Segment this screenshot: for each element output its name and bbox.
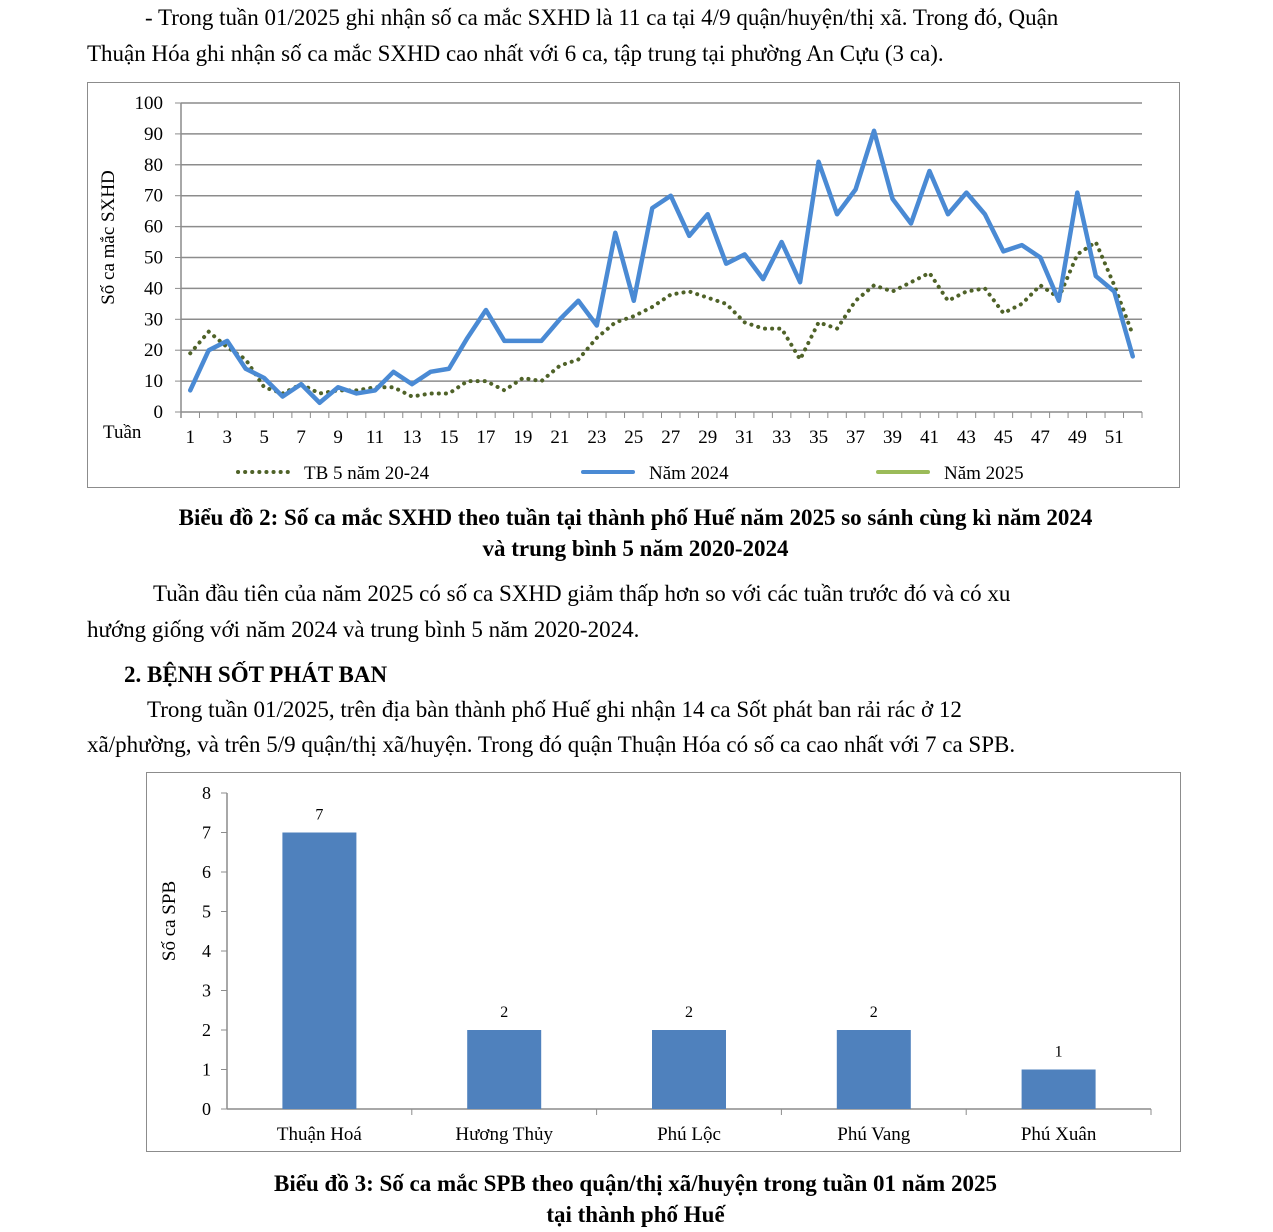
- x-tick-label: 21: [550, 427, 569, 448]
- bar-1: [467, 1030, 542, 1109]
- bar-2: [652, 1030, 726, 1109]
- para3-line2: xã/phường, và trên 5/9 quận/thị xã/huyện…: [87, 732, 1016, 757]
- y-tick-label: 8: [202, 783, 211, 803]
- section-heading: 2. BỆNH SỐT PHÁT BAN: [124, 662, 388, 687]
- x-category-label: Phú Vang: [837, 1124, 911, 1145]
- x-tick-label: 51: [1105, 427, 1124, 448]
- chart-sxhd: 0 10 20 30 40 50 60 70 80 90 100 1 3 5 7 9 11 13 15 17 19 21 2…: [87, 82, 1180, 488]
- data-label: 1: [1055, 1044, 1063, 1061]
- data-label: 7: [315, 807, 323, 824]
- legend-label: Năm 2025: [944, 463, 1024, 484]
- x-category-label: Phú Xuân: [1021, 1124, 1097, 1145]
- x-tick-label: 17: [476, 427, 495, 448]
- chart-spb: 0 1 2 3 4 5 6 7 8 Số ca SPB 7 Thuận Hoá 2 Hương Thủy 2…: [146, 772, 1181, 1152]
- x-tick-label: 49: [1068, 427, 1087, 448]
- y-tick-label: 100: [135, 93, 164, 114]
- x-tick-label: 45: [994, 427, 1013, 448]
- x-tick-label: 35: [809, 427, 828, 448]
- x-tick-label: 23: [587, 427, 606, 448]
- y-tick-label: 90: [144, 124, 163, 145]
- x-category-label: Phú Lộc: [657, 1124, 721, 1145]
- y-tick-label: 80: [144, 155, 163, 176]
- caption-chart-2-line1: Biểu đồ 2: Số ca mắc SXHD theo tuần tại …: [178, 505, 1093, 530]
- caption-chart-3-line1: Biểu đồ 3: Số ca mắc SPB theo quận/thị x…: [274, 1171, 997, 1196]
- x-tick-label: 47: [1031, 427, 1050, 448]
- x-axis-label: Tuần: [103, 422, 142, 443]
- caption-chart-2-line2: và trung bình 5 năm 2020-2024: [482, 536, 789, 561]
- x-tick-label: 3: [222, 427, 232, 448]
- x-tick-label: 19: [513, 427, 532, 448]
- bar-chart-svg: 0 1 2 3 4 5 6 7 8 Số ca SPB 7 Thuận Hoá 2 Hương Thủy 2…: [159, 783, 1152, 1145]
- y-tick-label: 2: [202, 1020, 211, 1040]
- data-label: 2: [685, 1004, 693, 1021]
- bar-3: [836, 1030, 911, 1109]
- y-tick-label: 30: [144, 309, 163, 330]
- legend-label: TB 5 năm 20-24: [304, 463, 430, 484]
- para1-line1: - Trong tuần 01/2025 ghi nhận số ca mắc …: [145, 5, 1059, 30]
- y-axis-label: Số ca SPB: [159, 881, 180, 961]
- para2-line1: Tuần đầu tiên của năm 2025 có số ca SXHD…: [153, 581, 1011, 606]
- caption-chart-3-line2: tại thành phố Huế: [546, 1202, 725, 1227]
- data-label: 2: [870, 1004, 878, 1021]
- y-tick-label: 6: [202, 862, 211, 882]
- y-tick-label: 3: [202, 981, 211, 1001]
- x-tick-label: 27: [661, 427, 680, 448]
- series-line-1: [187, 128, 1136, 405]
- x-tick-label: 13: [403, 427, 422, 448]
- y-tick-label: 0: [154, 402, 164, 423]
- x-tick-label: 33: [772, 427, 791, 448]
- para1-line2: Thuận Hóa ghi nhận số ca mắc SXHD cao nh…: [87, 41, 944, 66]
- x-tick-label: 9: [333, 427, 343, 448]
- bar-0: [282, 832, 357, 1109]
- y-tick-label: 70: [144, 186, 163, 207]
- y-tick-label: 5: [202, 902, 211, 922]
- y-tick-label: 10: [144, 371, 163, 392]
- para2-line2: hướng giống với năm 2024 và trung bình 5…: [87, 617, 640, 642]
- y-tick-label: 4: [202, 941, 211, 961]
- x-tick-label: 37: [846, 427, 865, 448]
- x-tick-label: 43: [957, 427, 976, 448]
- legend-label: Năm 2024: [649, 463, 729, 484]
- data-label: 2: [500, 1004, 508, 1021]
- x-tick-label: 29: [698, 427, 717, 448]
- x-tick-label: 5: [259, 427, 269, 448]
- y-tick-label: 20: [144, 340, 163, 361]
- para3-line1: Trong tuần 01/2025, trên địa bàn thành p…: [147, 697, 962, 722]
- x-tick-label: 39: [883, 427, 902, 448]
- y-tick-label: 60: [144, 217, 163, 238]
- y-tick-label: 7: [202, 823, 211, 843]
- y-tick-label: 0: [202, 1099, 211, 1119]
- x-tick-label: 41: [920, 427, 939, 448]
- x-category-label: Thuận Hoá: [277, 1124, 363, 1145]
- x-tick-label: 31: [735, 427, 754, 448]
- y-tick-label: 1: [202, 1060, 211, 1080]
- y-tick-label: 40: [144, 278, 163, 299]
- x-tick-label: 7: [296, 427, 306, 448]
- y-axis-label: Số ca mắc SXHD: [98, 170, 119, 305]
- x-tick-label: 15: [439, 427, 458, 448]
- y-tick-label: 50: [144, 248, 163, 269]
- x-category-label: Hương Thủy: [455, 1124, 553, 1145]
- bar-4: [1021, 1069, 1096, 1109]
- x-tick-label: 11: [366, 427, 384, 448]
- x-tick-label: 25: [624, 427, 643, 448]
- x-tick-label: 1: [185, 427, 195, 448]
